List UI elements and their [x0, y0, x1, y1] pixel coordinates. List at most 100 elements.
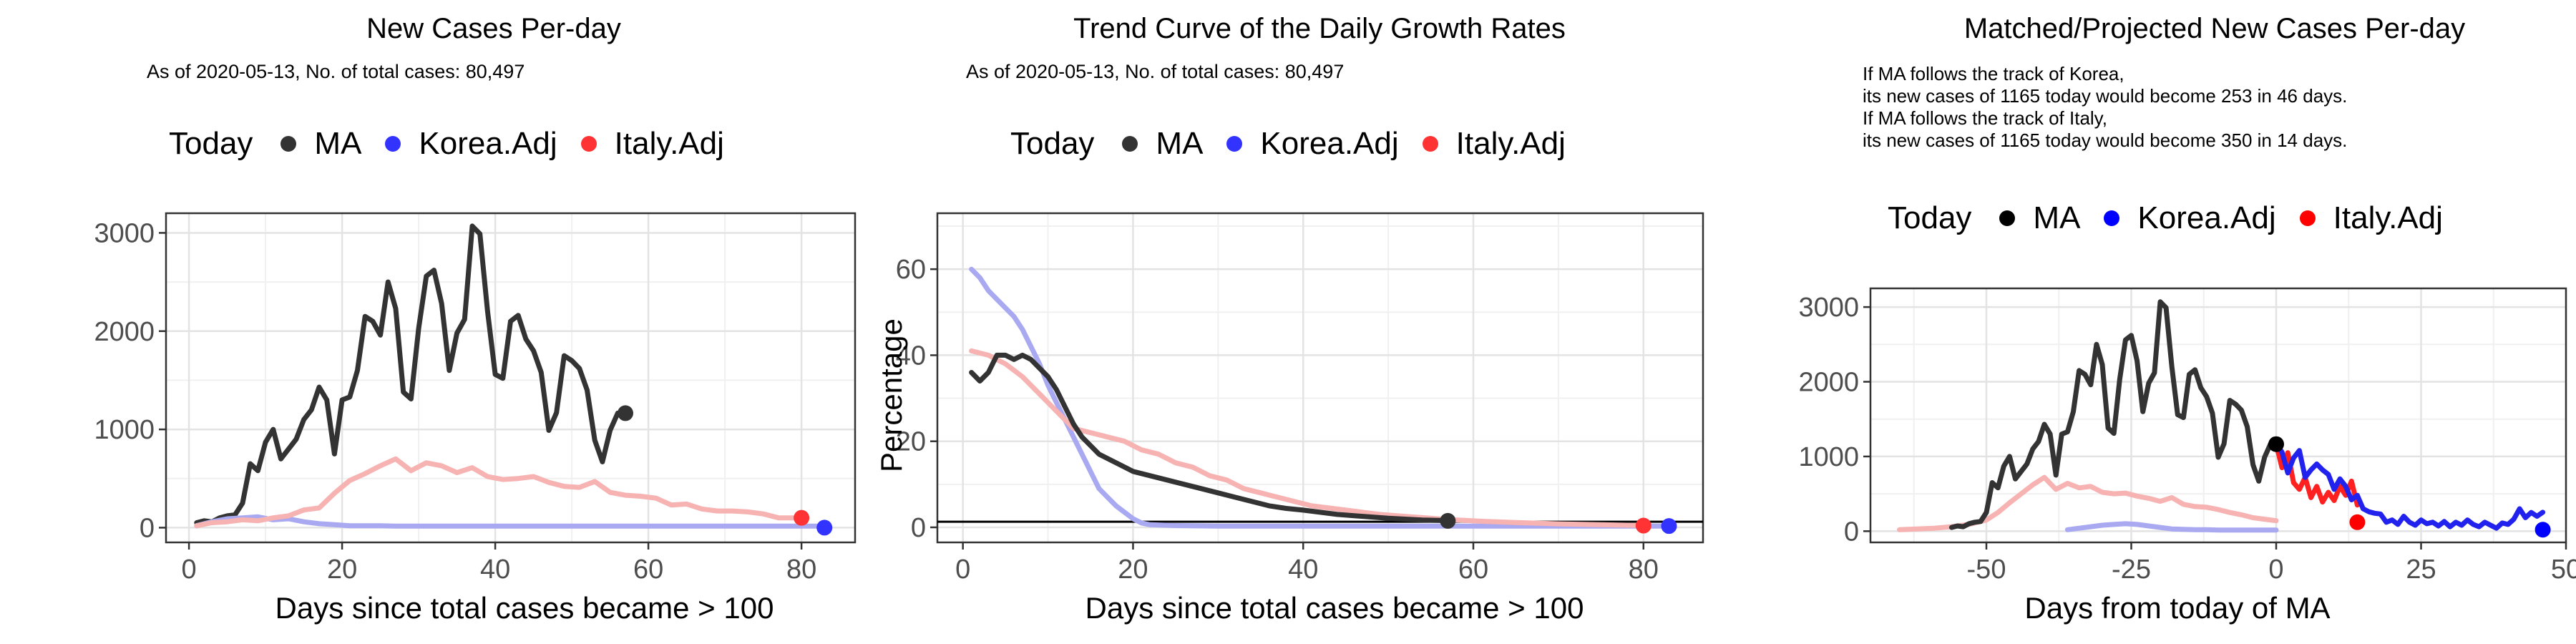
legend: Today MA Korea.Adj Italy.Adj	[169, 126, 738, 162]
y-tick-label: 20	[896, 427, 926, 457]
note-line: its new cases of 1165 today would become…	[1863, 130, 2348, 151]
series-line-korea-adj	[969, 266, 1672, 529]
note-line: its new cases of 1165 today would become…	[1863, 85, 2348, 107]
series-group	[194, 223, 827, 529]
panel-projected-cases: -50 -25 0 25 50 0 1000 2000 3000 Matched/Project…	[1717, 0, 2576, 644]
legend-dot-icon	[1999, 210, 2016, 226]
series-group	[1897, 299, 2546, 533]
legend-item: Italy.Adj	[2290, 200, 2443, 236]
note-line: If MA follows the track of Italy,	[1863, 107, 2107, 129]
x-tick-label: 80	[786, 555, 816, 585]
x-axis-label: Days since total cases became > 100	[1085, 591, 1584, 625]
chart-title: New Cases Per-day	[366, 13, 621, 44]
legend-item: MA	[1990, 200, 2080, 236]
chart-title: Matched/Projected New Cases Per-day	[1963, 13, 2466, 44]
y-tick-label: 1000	[1798, 442, 1859, 472]
x-tick-label: 0	[955, 555, 970, 585]
today-point-ma	[2268, 436, 2284, 452]
legend-label: Italy.Adj	[614, 126, 724, 161]
legend: Today MA Korea.Adj Italy.Adj	[1888, 200, 2457, 236]
legend-dot-icon	[280, 136, 297, 152]
legend: Today MA Korea.Adj Italy.Adj	[1010, 126, 1580, 162]
y-tick-label: 2000	[94, 317, 155, 347]
series-line-ma	[194, 223, 628, 525]
x-axis-label: Days from today of MA	[2024, 591, 2331, 625]
plot-projected-cases: -50 -25 0 25 50 0 1000 2000 3000	[1798, 287, 2576, 585]
legend-title: Today	[169, 126, 253, 161]
legend-item: MA	[1113, 126, 1203, 162]
legend-item: Korea.Adj	[376, 126, 557, 162]
y-tick-label: 3000	[1798, 293, 1859, 323]
legend-item: Italy.Adj	[1413, 126, 1566, 162]
panel-new-cases: 0 20 40 60 80 0 1000 2000 3000 New Cases Per-day…	[0, 0, 859, 644]
legend-key	[2290, 201, 2325, 235]
series-line-ma	[969, 352, 1450, 524]
series-line-ma	[1948, 299, 2279, 530]
legend-key	[2094, 201, 2129, 235]
x-tick-label: 80	[1629, 555, 1659, 585]
plot-growth-rates: 0 20 40 60 80 0 20 40 60	[896, 212, 1704, 585]
x-tick-label: -50	[1967, 555, 2006, 585]
grid	[937, 213, 1703, 542]
y-tick-label: 1000	[94, 415, 155, 445]
legend-dot-icon	[385, 136, 401, 152]
today-point-italy-adj	[1635, 517, 1652, 534]
panel-growth-rates: 0 20 40 60 80 0 20 40 60 Trend Curve of the Dail…	[859, 0, 1717, 644]
legend-item: Korea.Adj	[2094, 200, 2276, 236]
today-point-korea-adj	[2534, 522, 2551, 538]
x-tick-label: 40	[1288, 555, 1318, 585]
x-tick-label: 60	[1458, 555, 1488, 585]
y-tick-label: 0	[140, 513, 155, 543]
series-line-korea-adj	[2273, 441, 2546, 531]
grid	[1870, 288, 2567, 542]
legend-label: Korea.Adj	[2137, 200, 2276, 235]
y-axis-label: Percentage	[874, 318, 908, 472]
legend-dot-icon	[2299, 210, 2316, 226]
y-tick-label: 0	[911, 513, 926, 543]
x-tick-label: 50	[2551, 555, 2576, 585]
legend-item: MA	[271, 126, 361, 162]
legend-label: Korea.Adj	[419, 126, 557, 161]
series-line-korea-adj	[2064, 521, 2279, 533]
x-tick-label: 40	[480, 555, 510, 585]
y-tick-label: 3000	[94, 218, 155, 248]
legend-dot-icon	[2104, 210, 2120, 226]
today-point-korea-adj	[816, 519, 833, 536]
legend-title: Today	[1010, 126, 1095, 161]
legend-label: Italy.Adj	[1455, 126, 1566, 161]
legend-dot-icon	[1422, 136, 1438, 152]
grid	[166, 213, 855, 542]
y-tick-label: 0	[1844, 517, 1859, 547]
legend-key	[1113, 127, 1147, 161]
series-line-italy-adj	[194, 456, 796, 529]
legend-dot-icon	[580, 136, 597, 152]
today-point-ma	[1440, 512, 1456, 529]
today-point-korea-adj	[1661, 518, 1677, 535]
legend-dot-icon	[1122, 136, 1138, 152]
x-tick-label: 0	[2268, 555, 2283, 585]
plot-frame	[936, 212, 1704, 544]
legend-label: MA	[1156, 126, 1204, 161]
projection-note: If MA follows the track of Korea, its ne…	[1863, 63, 2347, 152]
today-point-ma	[618, 405, 633, 421]
x-tick-label: 20	[1118, 555, 1148, 585]
series-line-italy-adj	[1897, 474, 2279, 532]
x-axis-label: Days since total cases became > 100	[275, 591, 774, 625]
legend-label: Korea.Adj	[1260, 126, 1399, 161]
legend-key	[1413, 127, 1448, 161]
plot-frame	[1869, 287, 2567, 544]
legend-item: Korea.Adj	[1217, 126, 1399, 162]
x-tick-label: 0	[182, 555, 197, 585]
legend-label: Italy.Adj	[2333, 200, 2443, 235]
legend-key	[572, 127, 606, 161]
plot-frame	[165, 212, 857, 544]
legend-key	[1990, 201, 2024, 235]
series-line-korea-adj	[194, 514, 827, 529]
today-point-italy-adj	[2349, 514, 2366, 530]
legend-dot-icon	[1226, 136, 1243, 152]
chart-subtitle: As of 2020-05-13, No. of total cases: 80…	[147, 61, 525, 82]
legend-title: Today	[1888, 200, 1972, 235]
y-tick-label: 40	[896, 341, 926, 371]
chart-title: Trend Curve of the Daily Growth Rates	[1073, 13, 1566, 44]
legend-item: Italy.Adj	[572, 126, 724, 162]
